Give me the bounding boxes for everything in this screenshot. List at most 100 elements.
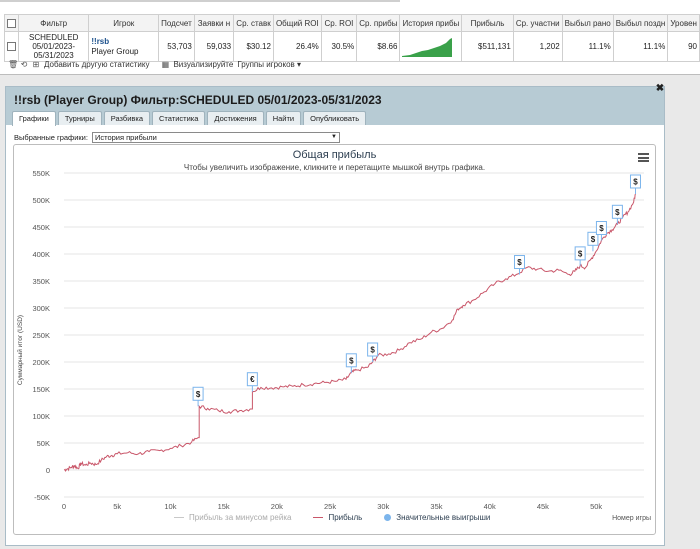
big-win-label: $ [370,346,375,355]
tab-statistics[interactable]: Статистика [152,111,206,125]
big-win-marker[interactable]: $ [574,246,586,266]
col-header[interactable]: Выбыл рано [561,14,614,32]
chart-legend: Прибыль за минусом рейка Прибыль Значите… [174,513,490,522]
tab-breakdown[interactable]: Разбивка [103,111,151,125]
chevron-down-icon: ▾ [297,60,302,69]
late-out-cell: 11.1% [612,31,669,62]
table-toolbar: 🗑 ⟲ ⊞ Добавить другую статистику ▦ Визуа… [8,60,301,69]
stats-area: Фильтр Игрок Подсчет Заявки н Ср. ставк … [0,0,700,75]
x-tick-label: 40k [484,502,496,511]
avg-field-cell: 1,202 [512,31,563,62]
select-all-checkbox[interactable] [4,14,19,32]
y-tick-label: 300K [32,304,50,313]
col-header[interactable]: История прибы [399,14,463,32]
big-win-marker[interactable]: € [246,372,258,392]
profit-history-cell [399,31,463,62]
profit-chart[interactable]: -50K 0 50K 100K 150K 200K 250K 300K 350K 400K 450K… [14,145,657,536]
profit-series-line [63,193,636,472]
player-groups-dropdown[interactable]: Группы игроков ▾ [237,60,301,69]
big-win-label: $ [349,356,354,365]
legend-item-rake[interactable]: Прибыль за минусом рейка [174,513,291,522]
col-header[interactable]: Уровен [667,14,700,32]
col-header[interactable]: Ср. ставк [233,14,274,32]
player-group: Player Group [91,46,139,56]
big-win-label: $ [578,249,583,258]
legend-label: Прибыль [328,513,363,522]
player-name-link[interactable]: !!rsb [91,36,110,46]
legend-item-big-wins[interactable]: Значительные выигрыши [384,513,490,522]
col-header[interactable]: Фильтр [17,14,90,32]
y-axis-title: Суммарный итог (USD) [16,315,24,385]
tab-charts[interactable]: Графики [12,111,56,126]
y-tick-label: 400K [32,250,50,259]
filter-line: 05/31/2023 [33,51,74,60]
plus-icon: ⊞ [32,59,40,69]
col-header[interactable]: Ср. прибы [356,14,401,32]
big-win-marker[interactable]: $ [367,342,379,362]
x-tick-label: 25k [324,502,336,511]
col-header[interactable]: Общий ROI [272,14,322,32]
avg-profit-cell: $8.66 [356,31,401,62]
legend-dot-big-wins [384,514,392,521]
col-header[interactable]: Выбыл поздн [612,14,669,32]
big-win-label: $ [615,208,620,217]
tab-tournaments[interactable]: Турниры [57,111,102,125]
row-checkbox[interactable] [4,31,19,62]
profit-sparkline [402,37,453,57]
legend-item-profit[interactable]: Прибыль [313,513,362,522]
player-groups-label: Группы игроков [237,60,295,69]
big-win-marker[interactable]: $ [513,255,525,275]
trash-icon[interactable]: 🗑 [8,59,19,69]
legend-line-profit [313,516,324,519]
col-header[interactable]: Прибыль [461,14,514,32]
big-win-marker[interactable]: $ [629,174,641,194]
legend-label: Значительные выигрыши [396,513,491,522]
y-tick-label: 450K [32,223,50,232]
filter-line: SCHEDULED [29,33,79,42]
x-tick-label: 15k [218,502,230,511]
avg-stake-cell: $30.12 [233,31,274,62]
col-header[interactable]: Ср. ROI [320,14,358,32]
y-tick-label: -50K [34,493,50,502]
y-tick-label: 0 [46,466,50,475]
x-tick-label: 45k [537,502,549,511]
refresh-icon[interactable]: ⟲ [20,59,28,69]
player-cell: !!rsb Player Group [88,31,160,62]
close-icon[interactable]: ✖ [655,83,665,94]
big-win-label: $ [591,235,596,244]
big-win-marker[interactable]: $ [611,204,623,225]
col-header[interactable]: Заявки н [193,14,235,32]
col-header[interactable]: Игрок [88,14,160,32]
x-tick-label: 20k [271,502,283,511]
player-panel: !!rsb (Player Group) Фильтр:SCHEDULED 05… [5,83,665,546]
table-header-row: Фильтр Игрок Подсчет Заявки н Ср. ставк … [4,14,700,32]
y-tick-label: 550K [32,169,50,178]
chart-title: Общая прибыль [292,149,377,161]
avg-roi-cell: 30.5% [320,31,358,62]
col-header[interactable]: Ср. участни [512,14,563,32]
x-tick-label: 50k [590,502,602,511]
big-win-label: $ [633,177,638,186]
hamburger-menu-icon[interactable] [638,153,649,162]
filter-cell: SCHEDULED 05/01/2023- 05/31/2023 [17,31,90,62]
big-win-marker[interactable]: $ [587,231,599,252]
visualize-link[interactable]: Визуализируйте [173,60,234,69]
chart-container[interactable]: Общая прибыль Чтобы увеличить изображени… [13,144,656,535]
big-win-marker[interactable]: $ [345,353,357,373]
big-win-label: $ [517,258,522,267]
tab-find[interactable]: Найти [265,111,302,125]
profit-cell: $511,131 [461,31,514,62]
add-stat-link[interactable]: Добавить другую статистику [44,60,150,69]
legend-line-rake [174,516,184,519]
count-cell: 53,703 [158,31,195,62]
chart-select[interactable]: История прибыли ▼ [91,132,340,143]
tab-publish[interactable]: Опубликовать [303,111,367,125]
big-win-marker[interactable]: $ [192,386,204,407]
y-tick-label: 200K [32,358,50,367]
table-row[interactable]: SCHEDULED 05/01/2023- 05/31/2023 !!rsb P… [4,31,700,62]
top-divider [0,0,400,2]
tab-achievements[interactable]: Достижения [207,111,264,125]
big-win-marker[interactable]: $ [595,221,607,241]
level-cell: 90 [667,31,700,62]
col-header[interactable]: Подсчет [158,14,195,32]
